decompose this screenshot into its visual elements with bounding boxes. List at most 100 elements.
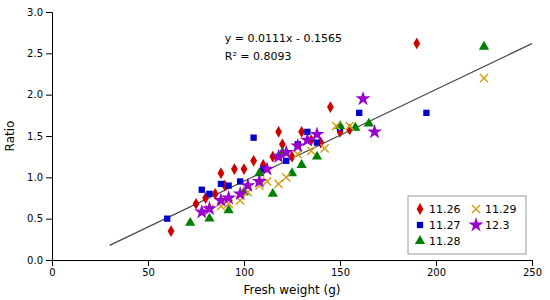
tick-label: 200 [427,267,446,278]
y-axis-title: Ratio [3,121,17,152]
point [283,158,289,164]
legend: 11.2611.2711.2811.2912.3 [408,196,526,254]
point [168,225,175,237]
point [218,181,224,187]
tick: 250 [523,260,542,278]
point [212,188,219,200]
point [314,139,320,145]
axis-domain [46,13,53,261]
point [307,147,315,155]
tick: 100 [235,260,254,278]
tick-mark [532,260,533,266]
point [367,124,382,138]
legend-swatch [415,235,425,244]
point [263,177,271,185]
point [250,134,256,140]
tick: 2.5 [27,48,52,59]
legend-label: 11.27 [429,219,461,232]
legend-label: 11.29 [485,203,517,216]
point [298,126,305,138]
point [275,126,282,138]
tick-mark [46,136,52,137]
tick-label: 0.0 [27,255,43,266]
tick-mark [244,260,245,266]
x-axis: 0 50 100 150 200 250 [49,260,542,278]
legend-label: 11.26 [429,203,461,216]
tick: 150 [331,260,350,278]
tick-label: 100 [235,267,254,278]
tick-label: 1.0 [27,172,43,183]
point [309,126,324,140]
point [413,38,420,50]
point [260,161,275,175]
point [268,188,278,197]
point [274,180,282,188]
chart-container: 0 50 100 150 200 250 0.0 0.5 1.0 1.5 2.0 2.5 3.0 y = … [0,0,550,300]
tick-label: 0.5 [27,213,43,224]
plot-area: 0 50 100 150 200 250 0.0 0.5 1.0 1.5 2.0 2.5 3.0 y = … [27,7,542,278]
tick-label: 50 [142,267,155,278]
x-axis-title: Fresh weight (g) [243,283,340,297]
tick: 2.0 [27,89,52,100]
tick: 0 [49,260,55,278]
axis-domain [53,261,533,267]
series [164,110,430,222]
series [205,74,488,213]
point [297,159,307,168]
tick: 1.5 [27,131,52,142]
tick-mark [340,260,341,266]
point [241,163,248,175]
tick-mark [46,260,52,261]
point [356,110,362,116]
point [346,122,354,130]
point [164,216,170,222]
annotation: y = 0.0111x - 0.1565 [225,32,342,45]
point [185,217,195,226]
point [282,173,290,181]
point [332,122,340,130]
series [194,91,382,219]
point [480,74,488,82]
point [218,167,225,179]
legend-label: 11.28 [429,235,461,248]
tick: 1.0 [27,172,52,183]
point [479,41,489,50]
legend-swatch [417,203,424,215]
annotations: y = 0.0111x - 0.1565 R² = 0.8093 [225,32,342,63]
point [193,198,200,210]
tick-label: 1.5 [27,131,43,142]
point [335,120,345,129]
tick-mark [46,95,52,96]
tick: 0.5 [27,213,52,224]
tick-mark [46,177,52,178]
tick-label: 2.5 [27,48,43,59]
tick: 50 [142,260,155,278]
point [252,174,267,188]
point [423,110,429,116]
legend-swatch [417,222,423,228]
tick-label: 250 [523,267,542,278]
series [168,38,421,237]
point [327,101,334,113]
point [321,144,329,152]
tick-label: 150 [331,267,350,278]
tick-mark [148,260,149,266]
legend-swatch [472,205,480,213]
tick-mark [46,12,52,13]
point [199,187,205,193]
tick: 0.0 [27,255,52,266]
point [202,201,217,215]
point [206,191,212,197]
point [294,150,302,158]
tick-mark [46,53,52,54]
point [231,163,238,175]
tick-mark [436,260,437,266]
point [250,155,257,167]
point [225,182,231,188]
tick-label: 3.0 [27,7,43,18]
annotation: R² = 0.8093 [225,50,292,63]
point [300,132,315,146]
tick-label: 0 [49,267,55,278]
tick: 200 [427,260,446,278]
point [356,91,371,105]
